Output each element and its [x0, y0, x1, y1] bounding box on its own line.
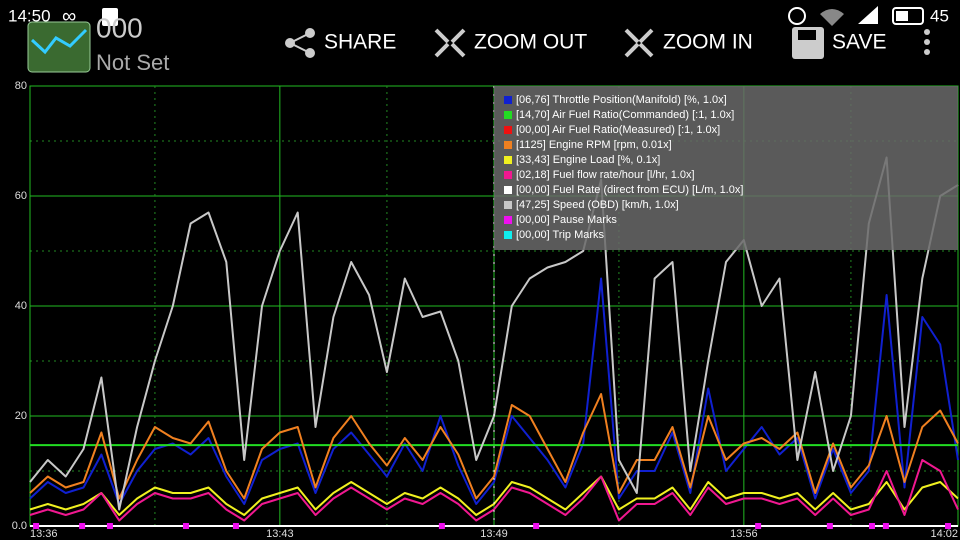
y-tick-label: 80	[15, 80, 27, 92]
legend-label: [1125] Engine RPM [rpm, 0.01x]	[516, 139, 672, 151]
series-line	[29, 156, 959, 511]
series-line	[29, 475, 959, 516]
clock: 14:50	[8, 6, 51, 25]
x-tick-label: 13:56	[730, 528, 758, 540]
y-tick-label: 20	[15, 410, 27, 422]
x-tick-label: 13:49	[480, 528, 508, 540]
legend-swatch	[504, 186, 512, 194]
legend-swatch	[504, 156, 512, 164]
zoom-out-icon	[434, 28, 466, 58]
legend-label: [06,76] Throttle Position(Manifold) [%, …	[516, 94, 727, 106]
pause-mark	[232, 523, 239, 529]
app-title: 000	[96, 12, 143, 43]
battery-percent: 45	[930, 6, 949, 25]
pause-mark	[182, 523, 189, 529]
pause-mark	[882, 523, 889, 529]
obd-icon	[102, 8, 118, 26]
legend-swatch	[504, 96, 512, 104]
pause-mark	[755, 523, 762, 529]
series-line	[29, 393, 959, 500]
series-line	[29, 277, 959, 505]
signal-icon	[858, 6, 878, 24]
app-icon-line	[30, 28, 88, 55]
app-subtitle: Not Set	[96, 50, 169, 75]
legend-swatch	[504, 141, 512, 149]
battery-icon	[892, 7, 924, 25]
alarm-icon	[788, 7, 806, 25]
pause-mark	[79, 523, 86, 529]
pause-mark	[945, 523, 952, 529]
app-icon[interactable]	[27, 21, 91, 73]
pause-mark	[826, 523, 833, 529]
chart: 0.0 20 40 60 80 13:36 13:43 13:49 13:56 14:02 [06,…	[12, 80, 959, 540]
save-button[interactable]: SAVE	[792, 27, 886, 59]
pause-mark	[533, 523, 540, 529]
pause-mark	[106, 523, 113, 529]
menu-dot	[924, 39, 930, 45]
menu-dot	[924, 49, 930, 55]
legend-label: [00,00] Trip Marks	[516, 229, 605, 241]
x-tick-label: 14:02	[930, 528, 958, 540]
wifi-icon	[820, 9, 844, 26]
y-tick-label: 40	[15, 300, 27, 312]
x-tick-label: 13:43	[266, 528, 294, 540]
legend-swatch	[504, 171, 512, 179]
legend-label: [00,00] Fuel Rate (direct from ECU) [L/m…	[516, 184, 743, 196]
legend-swatch	[504, 216, 512, 224]
save-icon	[798, 30, 816, 40]
series-line	[29, 459, 959, 522]
zoom-in-label: ZOOM IN	[663, 31, 753, 54]
legend-box	[494, 86, 958, 250]
menu-dot	[924, 29, 930, 35]
share-icon	[289, 32, 311, 54]
save-label: SAVE	[832, 31, 886, 54]
menu-button[interactable]	[924, 29, 930, 55]
pause-mark	[868, 523, 875, 529]
legend-swatch	[504, 126, 512, 134]
legend-label: [00,00] Pause Marks	[516, 214, 617, 226]
app-icon-bg	[27, 21, 91, 73]
y-tick-label: 60	[15, 190, 27, 202]
legend-label: [00,00] Air Fuel Ratio(Measured) [:1, 1.…	[516, 124, 720, 136]
pause-mark	[438, 523, 445, 529]
zoom-in-icon	[624, 28, 654, 58]
y-tick-label: 0.0	[12, 520, 27, 532]
zoom-out-label: ZOOM OUT	[474, 31, 587, 54]
legend-swatch	[504, 201, 512, 209]
legend-label: [02,18] Fuel flow rate/hour [l/hr, 1.0x]	[516, 169, 695, 181]
legend-swatch	[504, 111, 512, 119]
pause-mark	[33, 523, 40, 529]
x-tick-label: 13:36	[30, 528, 58, 540]
zoom-out-button[interactable]: ZOOM OUT	[434, 28, 587, 58]
share-button[interactable]: SHARE	[285, 28, 396, 58]
share-label: SHARE	[324, 31, 396, 54]
zoom-in-button[interactable]: ZOOM IN	[624, 28, 753, 58]
legend-label: [47,25] Speed (OBD) [km/h, 1.0x]	[516, 199, 679, 211]
battery-level	[896, 11, 908, 21]
legend-swatch	[504, 231, 512, 239]
legend-label: [33,43] Engine Load [%, 0.1x]	[516, 154, 660, 166]
legend-label: [14,70] Air Fuel Ratio(Commanded) [:1, 1…	[516, 109, 734, 121]
